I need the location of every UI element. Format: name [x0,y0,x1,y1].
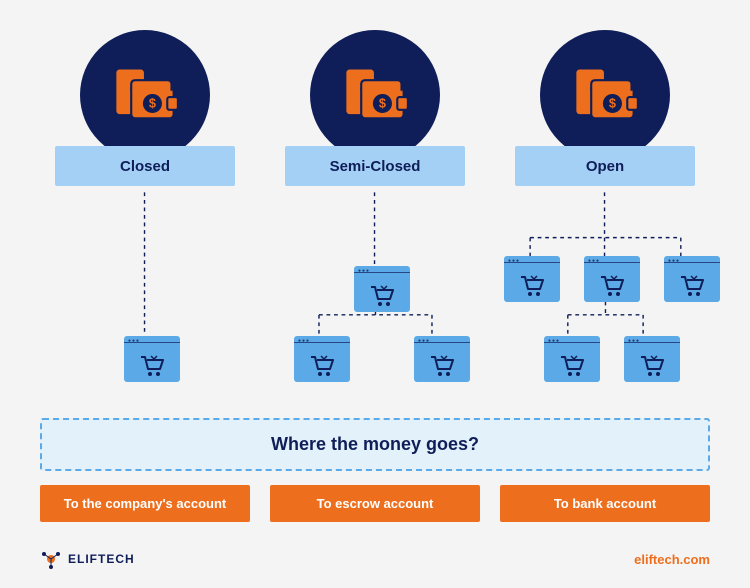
wallet-icon [570,60,640,130]
wallet-circle-icon [540,30,670,160]
question-box: Where the money goes? [40,418,710,471]
cart-icon-box: ●●● [584,256,640,302]
destination-bank: To bank account [500,485,710,522]
brand-logo: ELIFTECH [40,548,135,570]
cart-icon-box: ●●● [354,266,410,312]
site-url: eliftech.com [634,552,710,567]
column-closed: Closed ●●● [40,30,250,410]
cart-icon-box: ●●● [624,336,680,382]
wallet-icon [340,60,410,130]
wallet-circle-icon [80,30,210,160]
type-label-semi-closed: Semi-Closed [285,146,465,186]
column-semi-closed: Semi-Closed ●●●●●●●●● [270,30,480,410]
logo-icon [40,548,62,570]
brand-text: ELIFTECH [68,552,135,566]
wallet-types-row: Closed ●●● Semi-Closed ●●●●●●●●● Open ●●… [40,30,710,410]
type-label-open: Open [515,146,695,186]
cart-icon-box: ●●● [414,336,470,382]
type-label-closed: Closed [55,146,235,186]
cart-icon-box: ●●● [124,336,180,382]
destination-company: To the company's account [40,485,250,522]
destination-escrow: To escrow account [270,485,480,522]
cart-icon-box: ●●● [664,256,720,302]
column-open: Open ●●●●●●●●●●●●●●● [500,30,710,410]
cart-icon-box: ●●● [294,336,350,382]
wallet-icon [110,60,180,130]
wallet-circle-icon [310,30,440,160]
footer: ELIFTECH eliftech.com [40,548,710,570]
cart-icon-box: ●●● [504,256,560,302]
cart-icon-box: ●●● [544,336,600,382]
destinations-row: To the company's account To escrow accou… [40,485,710,522]
